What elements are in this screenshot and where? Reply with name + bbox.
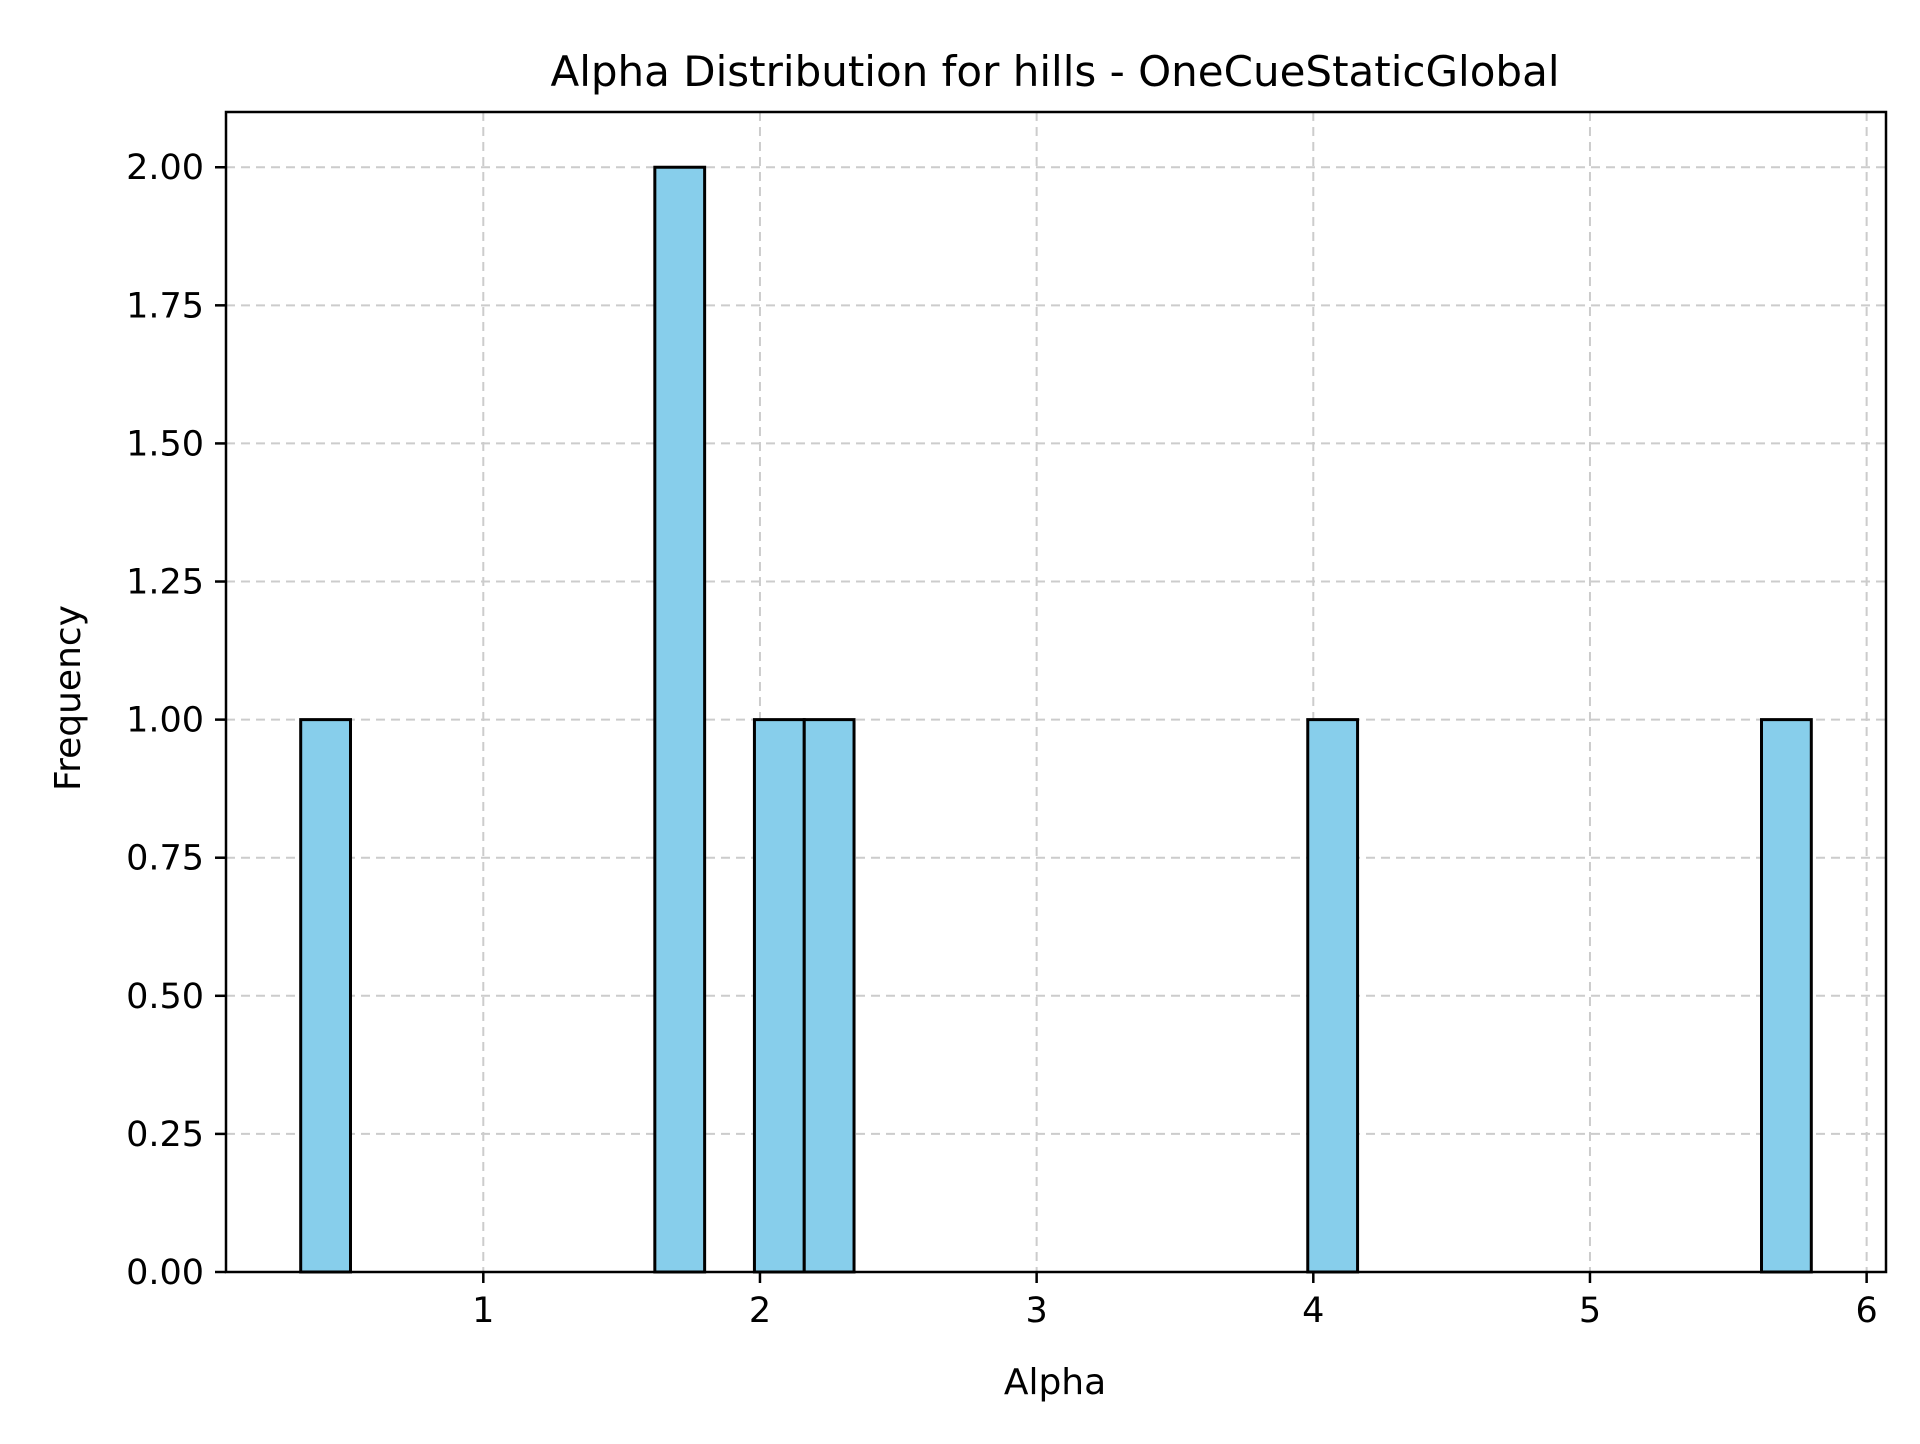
histogram-bar [1306, 718, 1360, 1274]
histogram-bars [299, 165, 1813, 1274]
histogram-bar [752, 718, 806, 1274]
histogram-bar [802, 718, 856, 1274]
axes [224, 110, 1888, 1274]
y-tick-label: 0.75 [126, 839, 204, 879]
y-tick-label: 1.75 [126, 286, 204, 326]
y-tick-label: 2.00 [126, 148, 204, 188]
y-axis-ticks: 0.00 0.25 0.50 0.75 1.00 1.25 1.50 1.75 2.00 [126, 148, 226, 1293]
y-axis-label: Frequency [48, 605, 89, 791]
x-tick-label: 6 [1855, 1291, 1877, 1331]
y-tick-label: 1.25 [126, 563, 204, 603]
y-tick-label: 0.00 [126, 1253, 204, 1293]
histogram-bar [1760, 718, 1813, 1274]
x-tick-label: 4 [1302, 1291, 1324, 1331]
plot-frame [224, 110, 1888, 1274]
histogram-bar [299, 718, 353, 1274]
x-tick-label: 1 [472, 1291, 494, 1331]
y-tick-label: 1.50 [126, 424, 204, 464]
x-tick-label: 3 [1025, 1291, 1047, 1331]
y-tick-label: 0.50 [126, 977, 204, 1017]
histogram-bar [653, 165, 707, 1274]
x-axis-ticks: 1 2 3 4 5 6 [472, 1272, 1878, 1331]
y-tick-label: 1.00 [126, 701, 204, 741]
chart-title: Alpha Distribution for hills - OneCueSta… [551, 47, 1560, 96]
y-tick-label: 0.25 [126, 1115, 204, 1155]
x-axis-label: Alpha [1004, 1362, 1106, 1403]
x-tick-label: 5 [1579, 1291, 1601, 1331]
x-tick-label: 2 [749, 1291, 771, 1331]
